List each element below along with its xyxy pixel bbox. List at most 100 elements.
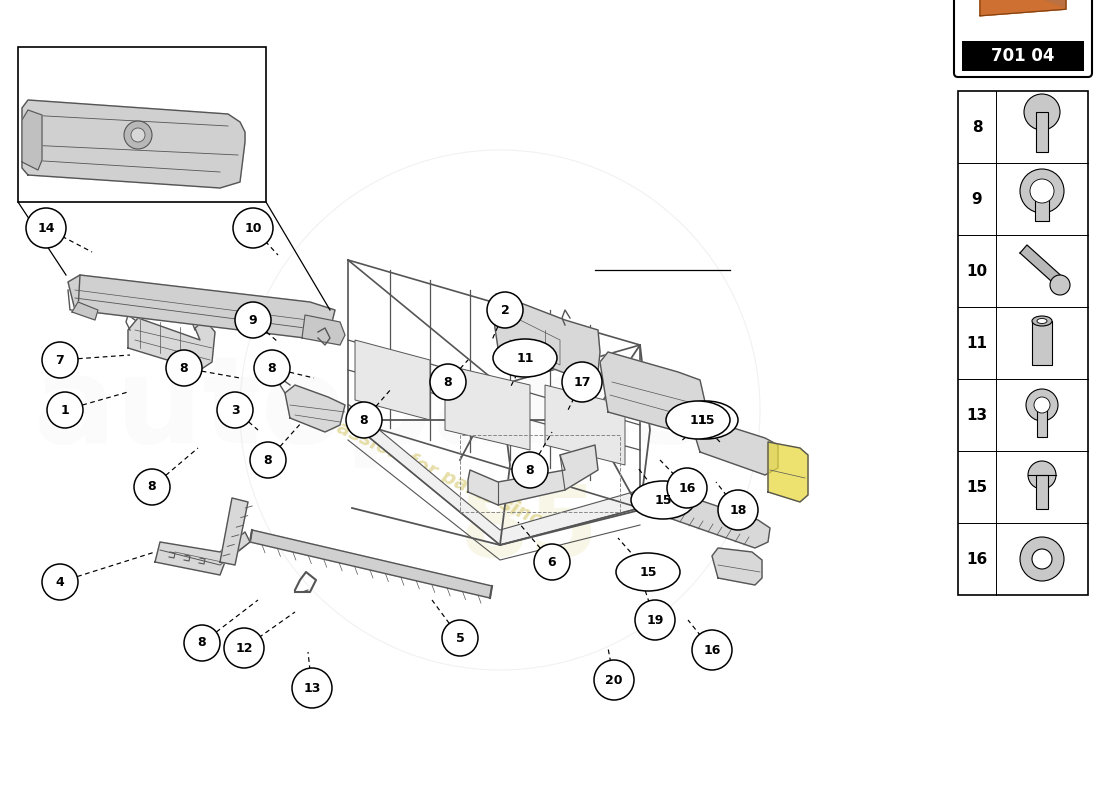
Text: 8: 8	[198, 637, 207, 650]
Circle shape	[235, 302, 271, 338]
Polygon shape	[128, 318, 214, 370]
Circle shape	[134, 469, 170, 505]
Polygon shape	[348, 404, 640, 545]
Ellipse shape	[1037, 318, 1047, 323]
Text: autoparts: autoparts	[33, 351, 706, 469]
Circle shape	[692, 630, 732, 670]
Circle shape	[42, 342, 78, 378]
Text: 85: 85	[461, 482, 600, 578]
Circle shape	[250, 442, 286, 478]
Circle shape	[254, 350, 290, 386]
Text: 8: 8	[971, 119, 982, 134]
Polygon shape	[768, 442, 808, 502]
Text: 13: 13	[304, 682, 321, 694]
FancyBboxPatch shape	[954, 0, 1092, 77]
Text: 18: 18	[729, 503, 747, 517]
Polygon shape	[544, 385, 625, 465]
Polygon shape	[220, 498, 248, 565]
Circle shape	[1050, 275, 1070, 295]
Text: 8: 8	[147, 481, 156, 494]
Text: 13: 13	[967, 407, 988, 422]
Bar	[18, 47, 266, 202]
Text: 16: 16	[703, 643, 720, 657]
Bar	[1035, 191, 1049, 221]
Circle shape	[184, 625, 220, 661]
Text: 9: 9	[249, 314, 257, 326]
Circle shape	[131, 128, 145, 142]
Text: 15: 15	[967, 479, 988, 494]
Circle shape	[594, 660, 634, 700]
Text: 8: 8	[179, 362, 188, 374]
Circle shape	[217, 392, 253, 428]
Ellipse shape	[616, 553, 680, 591]
Text: 11: 11	[516, 351, 534, 365]
Bar	[1032, 321, 1052, 365]
Circle shape	[487, 292, 522, 328]
Text: 4: 4	[56, 575, 65, 589]
Circle shape	[166, 350, 202, 386]
Circle shape	[124, 121, 152, 149]
Ellipse shape	[1032, 316, 1052, 326]
Bar	[1036, 475, 1048, 509]
Circle shape	[1034, 397, 1050, 413]
Text: 8: 8	[264, 454, 273, 466]
Circle shape	[1020, 537, 1064, 581]
Polygon shape	[468, 445, 598, 505]
Text: 701 04: 701 04	[991, 47, 1055, 65]
Text: 8: 8	[526, 463, 535, 477]
Polygon shape	[72, 302, 98, 320]
Circle shape	[1032, 549, 1052, 569]
Text: 20: 20	[605, 674, 623, 686]
Polygon shape	[980, 0, 1066, 16]
Polygon shape	[68, 275, 336, 338]
Circle shape	[635, 600, 675, 640]
Text: a passion for parts since: a passion for parts since	[304, 404, 557, 536]
Ellipse shape	[666, 401, 730, 439]
Text: 10: 10	[967, 263, 988, 278]
Polygon shape	[250, 530, 492, 598]
Text: 5: 5	[455, 631, 464, 645]
Circle shape	[430, 364, 466, 400]
Polygon shape	[492, 295, 600, 375]
Polygon shape	[155, 532, 250, 575]
Text: 12: 12	[235, 642, 253, 654]
Circle shape	[47, 392, 82, 428]
Text: 7: 7	[56, 354, 65, 366]
Text: 3: 3	[231, 403, 240, 417]
Circle shape	[718, 490, 758, 530]
Ellipse shape	[674, 401, 738, 439]
Text: 11: 11	[967, 335, 988, 350]
Text: 15: 15	[697, 414, 715, 426]
Text: 8: 8	[360, 414, 368, 426]
Polygon shape	[22, 100, 245, 188]
Circle shape	[1028, 461, 1056, 489]
Polygon shape	[600, 352, 705, 432]
Polygon shape	[712, 548, 762, 585]
Circle shape	[1020, 169, 1064, 213]
Circle shape	[1026, 389, 1058, 421]
Text: 16: 16	[679, 482, 695, 494]
Ellipse shape	[631, 481, 695, 519]
Circle shape	[292, 668, 332, 708]
Polygon shape	[285, 385, 345, 432]
Text: 9: 9	[971, 191, 982, 206]
Text: 1: 1	[60, 403, 69, 417]
Bar	[962, 41, 1084, 71]
Text: 6: 6	[548, 555, 557, 569]
Text: 16: 16	[967, 551, 988, 566]
Text: 15: 15	[654, 494, 672, 506]
Circle shape	[224, 628, 264, 668]
Circle shape	[26, 208, 66, 248]
Bar	[1037, 405, 1047, 437]
Polygon shape	[302, 315, 345, 345]
Text: 11: 11	[690, 414, 706, 426]
Polygon shape	[446, 365, 530, 450]
Bar	[1036, 112, 1048, 152]
Text: 19: 19	[647, 614, 663, 626]
Text: 2: 2	[500, 303, 509, 317]
Text: 8: 8	[443, 375, 452, 389]
Polygon shape	[1020, 245, 1067, 289]
Circle shape	[562, 362, 602, 402]
Circle shape	[1024, 94, 1060, 130]
Text: 17: 17	[573, 375, 591, 389]
